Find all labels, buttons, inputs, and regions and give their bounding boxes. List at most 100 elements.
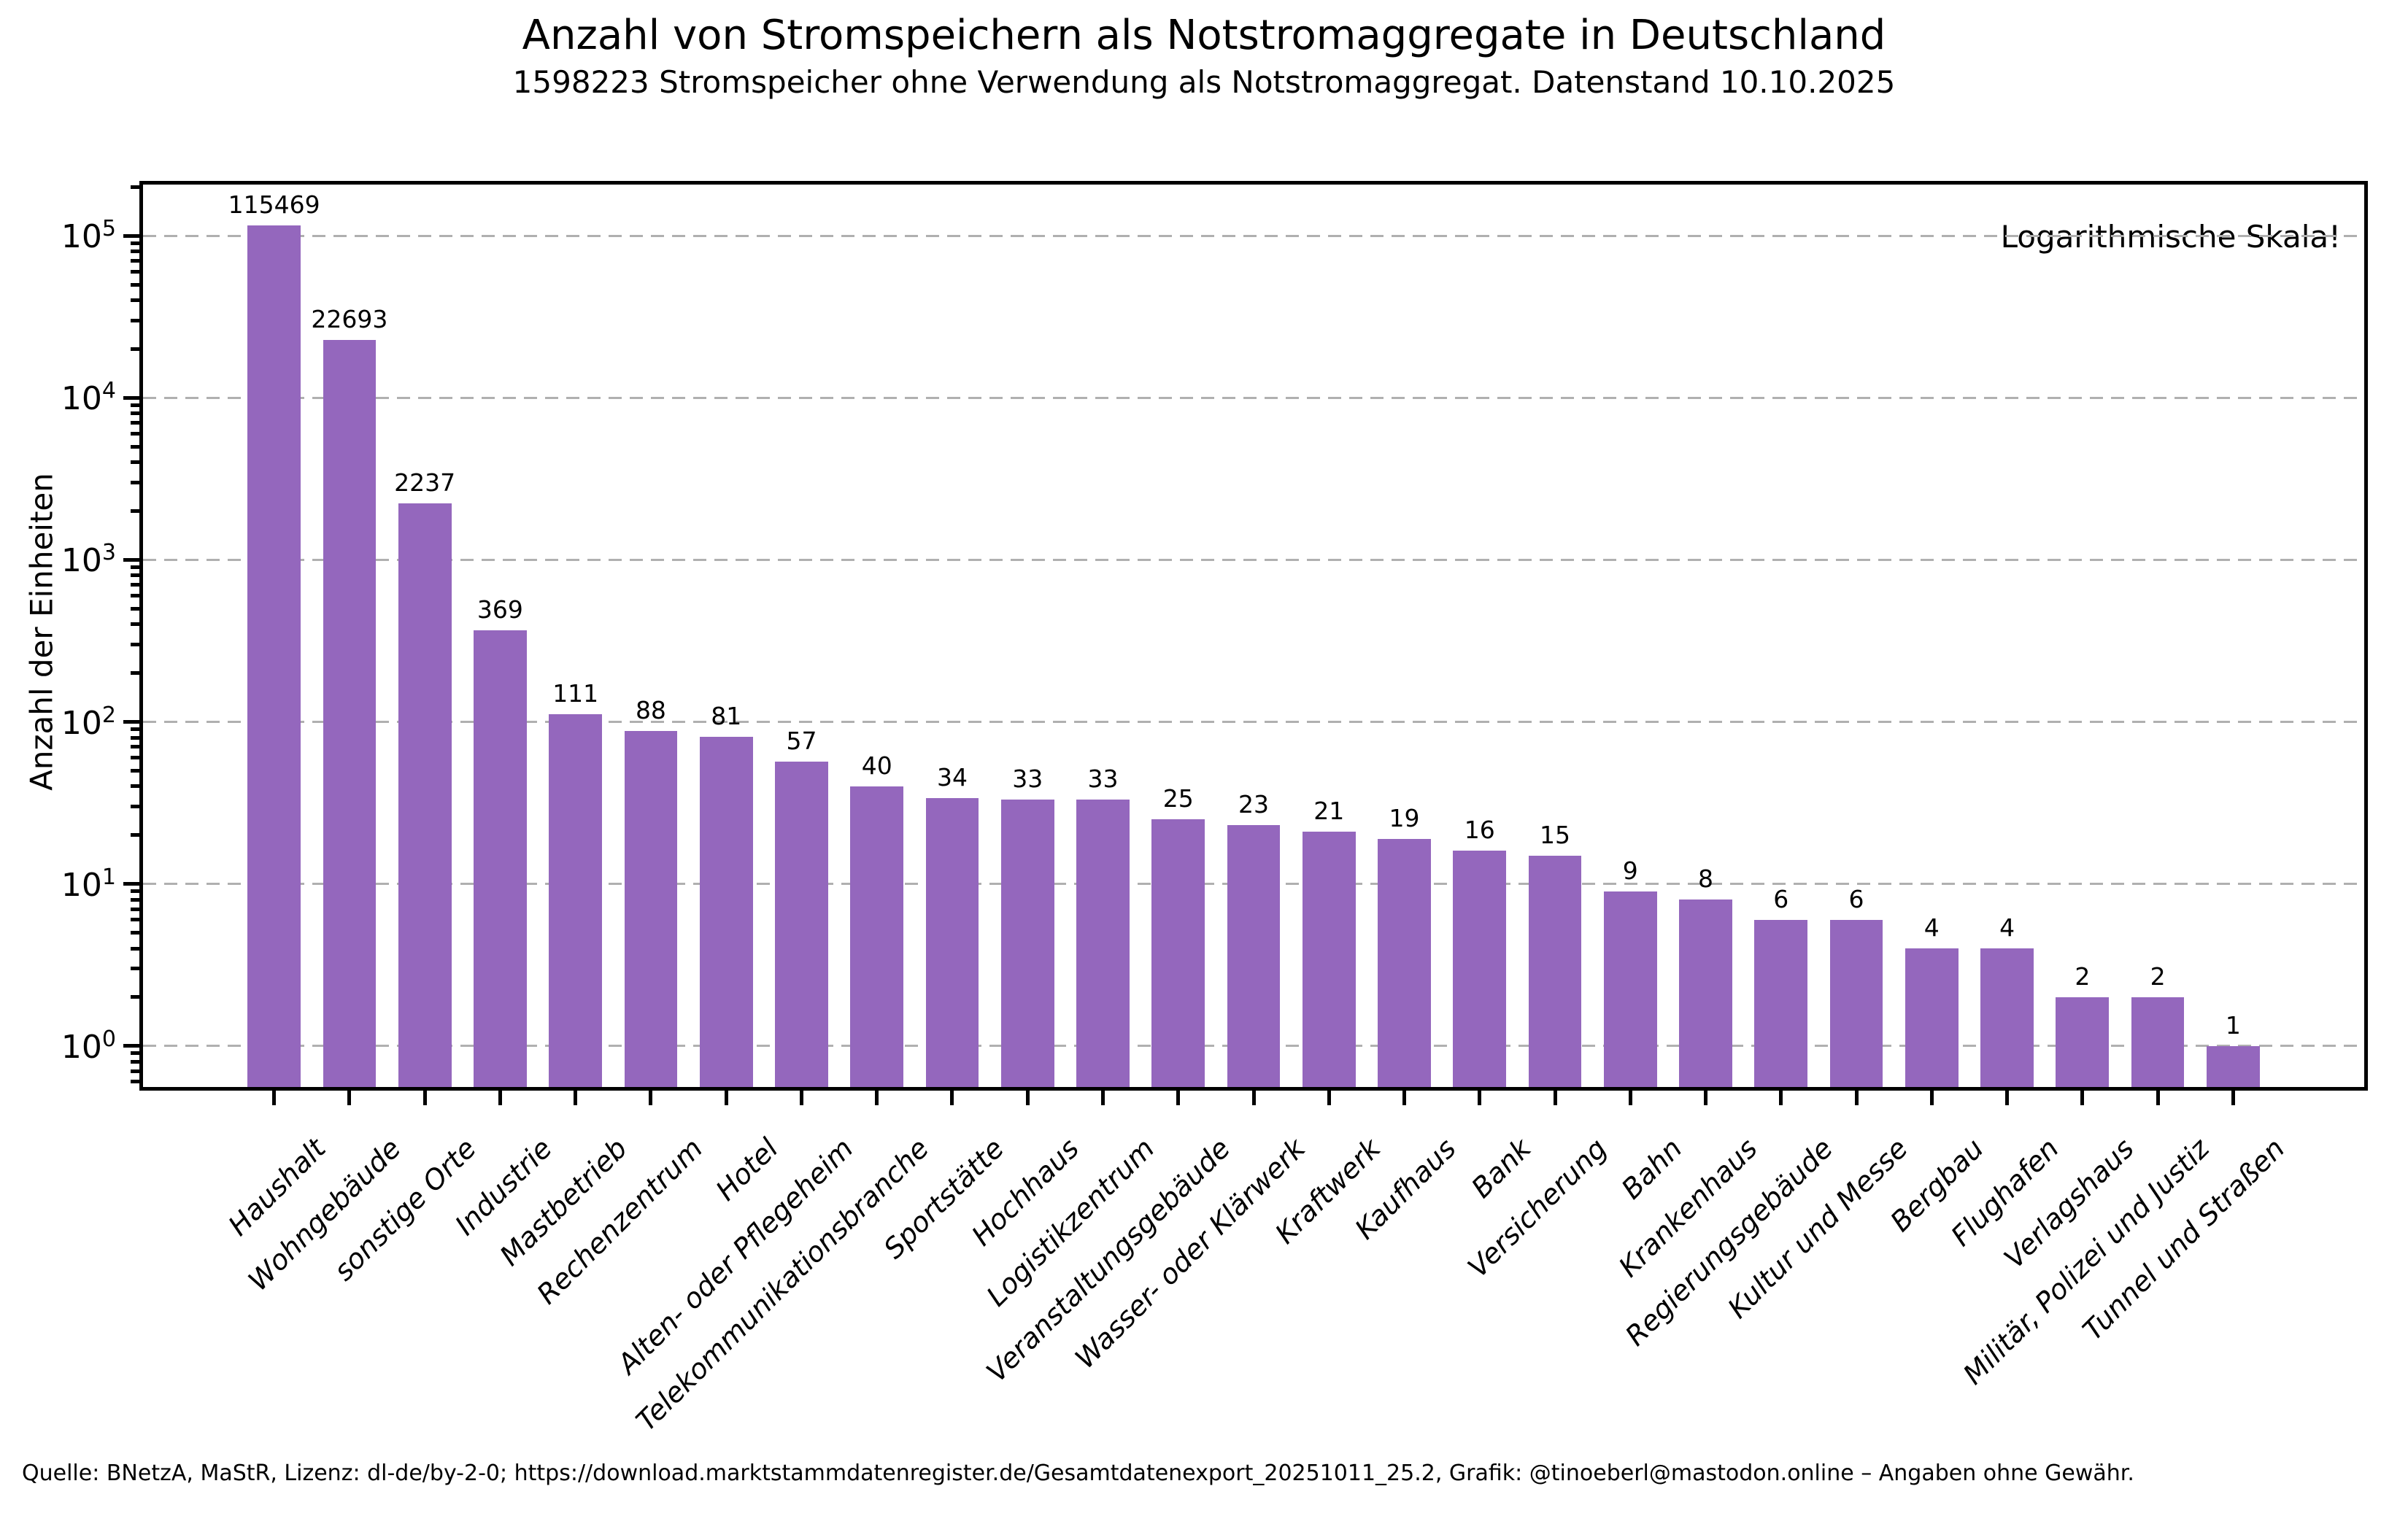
y-tick-label: 104	[61, 378, 116, 418]
y-tick-minor	[131, 805, 139, 809]
bar	[1754, 919, 1808, 1087]
bar-value-label: 88	[635, 695, 666, 724]
y-tick-minor	[131, 784, 139, 789]
bar-value-label: 369	[476, 595, 523, 624]
x-tick	[1929, 1091, 1934, 1105]
bar	[1000, 800, 1054, 1087]
bar	[2131, 997, 2185, 1087]
bar-value-label: 9	[1622, 856, 1638, 885]
x-tick	[1402, 1091, 1406, 1105]
y-tick-minor	[131, 946, 139, 951]
bar	[1227, 825, 1281, 1087]
x-tick	[950, 1091, 954, 1105]
bar	[1076, 800, 1130, 1087]
bar	[247, 225, 301, 1087]
bar	[474, 630, 527, 1087]
chart-subtitle: 1598223 Stromspeicher ohne Verwendung al…	[512, 64, 1896, 100]
x-tick	[1025, 1091, 1030, 1105]
y-tick-minor	[131, 967, 139, 971]
y-tick-minor	[131, 1080, 139, 1084]
x-tick	[2005, 1091, 2010, 1105]
y-tick-minor	[131, 995, 139, 999]
bar-value-label: 40	[861, 751, 892, 780]
y-tick-major	[123, 395, 139, 400]
y-tick-label: 100	[61, 1026, 116, 1066]
bar	[1603, 891, 1657, 1087]
bar-value-label: 25	[1162, 784, 1194, 813]
y-tick-minor	[131, 745, 139, 749]
bar	[850, 786, 904, 1087]
source-credit: Quelle: BNetzA, MaStR, Lizenz: dl-de/by-…	[22, 1461, 2134, 1486]
x-tick	[1553, 1091, 1557, 1105]
y-tick-minor	[131, 594, 139, 598]
y-tick-minor	[131, 918, 139, 922]
x-tick	[649, 1091, 653, 1105]
y-tick-minor	[131, 282, 139, 287]
y-tick-minor	[131, 411, 139, 416]
bar	[1378, 838, 1431, 1087]
bar-value-label: 81	[711, 701, 742, 730]
bar	[1980, 948, 2034, 1087]
y-tick-minor	[131, 421, 139, 425]
y-tick-minor	[131, 444, 139, 449]
y-tick-minor	[131, 671, 139, 676]
gridline	[143, 558, 2364, 561]
bar	[549, 714, 603, 1087]
x-tick	[1327, 1091, 1331, 1105]
bar-value-label: 8	[1698, 864, 1714, 894]
y-tick-minor	[131, 889, 139, 894]
bar-value-label: 19	[1389, 803, 1420, 832]
x-tick	[1704, 1091, 1708, 1105]
bar	[2056, 997, 2110, 1087]
bar-value-label: 2	[2150, 962, 2166, 991]
bar-value-label: 4	[1923, 913, 1940, 942]
gridline	[143, 234, 2364, 237]
bar-value-label: 4	[1999, 913, 2015, 942]
y-tick-minor	[131, 727, 139, 732]
y-tick-minor	[131, 480, 139, 484]
x-tick	[2080, 1091, 2085, 1105]
y-tick-minor	[131, 907, 139, 911]
y-tick-minor	[131, 833, 139, 837]
y-tick-minor	[131, 1051, 139, 1056]
bar	[1151, 819, 1205, 1087]
x-tick	[2231, 1091, 2235, 1105]
x-tick	[1176, 1091, 1181, 1105]
y-tick-minor	[131, 298, 139, 303]
bar	[624, 730, 678, 1087]
y-tick-minor	[131, 643, 139, 647]
y-tick-major	[123, 233, 139, 238]
bar	[925, 797, 979, 1087]
y-tick-minor	[131, 768, 139, 773]
x-tick	[272, 1091, 277, 1105]
x-tick	[799, 1091, 803, 1105]
x-tick	[1628, 1091, 1632, 1105]
x-tick-label: Bahn	[1615, 1132, 1689, 1206]
y-tick-minor	[131, 509, 139, 514]
bar	[699, 736, 753, 1087]
bar-value-label: 1	[2225, 1010, 2241, 1040]
y-tick-minor	[131, 269, 139, 274]
bar-value-label: 111	[552, 679, 599, 708]
y-tick-minor	[131, 565, 139, 570]
bar-value-label: 15	[1540, 820, 1571, 849]
bar-value-label: 6	[1773, 884, 1789, 913]
y-tick-label: 103	[61, 540, 116, 580]
y-tick-minor	[131, 185, 139, 189]
y-tick-label: 105	[61, 216, 116, 255]
y-tick-minor	[131, 432, 139, 436]
bar	[1829, 919, 1883, 1087]
x-tick	[574, 1091, 578, 1105]
bar-value-label: 23	[1238, 790, 1269, 819]
y-tick-minor	[131, 573, 139, 578]
gridline	[143, 396, 2364, 399]
y-tick-minor	[131, 249, 139, 254]
y-tick-minor	[131, 403, 139, 407]
x-tick	[1478, 1091, 1482, 1105]
x-tick	[347, 1091, 352, 1105]
y-tick-minor	[131, 897, 139, 902]
y-tick-minor	[131, 606, 139, 611]
x-tick	[498, 1091, 502, 1105]
y-axis-label: Anzahl der Einheiten	[23, 473, 60, 791]
bar-value-label: 21	[1313, 797, 1345, 826]
